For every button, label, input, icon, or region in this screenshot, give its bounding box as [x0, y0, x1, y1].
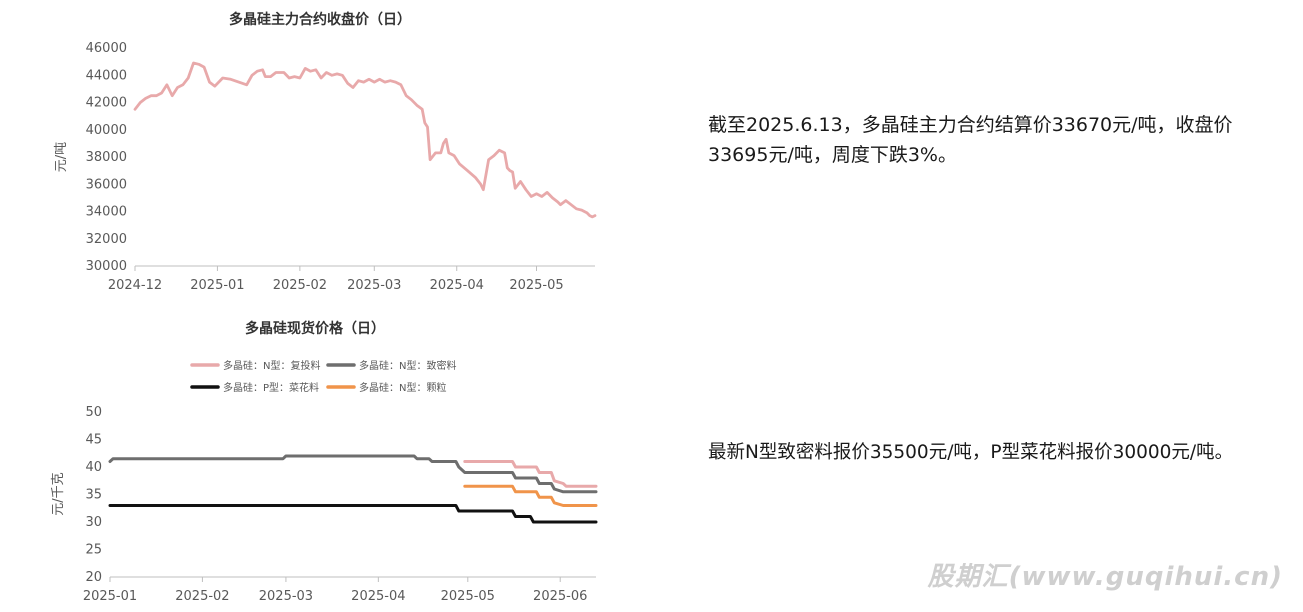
legend-label: 多晶硅：P型：菜花料: [223, 381, 319, 394]
y-tick-label: 34000: [86, 205, 127, 220]
y-tick-label: 36000: [86, 177, 127, 192]
watermark-text: 股期汇(www.guqihui.cn): [927, 562, 1283, 592]
legend-label: 多晶硅：N型：颗粒: [359, 381, 446, 394]
legend-label: 多晶硅：N型：复投料: [223, 359, 320, 372]
y-axis-label: 元/吨: [54, 142, 69, 172]
x-tick-label: 2025-03: [347, 278, 401, 293]
chart-title: 多晶硅主力合约收盘价（日）: [229, 11, 411, 28]
series-line-1: [133, 61, 597, 219]
x-tick-label: 2025-05: [509, 278, 563, 293]
y-tick-label: 38000: [86, 150, 127, 165]
y-tick-label: 44000: [86, 68, 127, 83]
x-tick-label: 2025-05: [441, 589, 495, 604]
series-line-1: [463, 460, 598, 488]
y-tick-label: 30000: [86, 259, 127, 274]
y-tick-label: 40: [85, 460, 102, 475]
legend-label: 多晶硅：N型：致密料: [359, 359, 456, 372]
y-tick-label: 40000: [86, 123, 127, 138]
y-tick-label: 25: [85, 543, 102, 558]
y-tick-label: 46000: [86, 41, 127, 56]
y-axis-label: 元/千克: [51, 472, 66, 515]
spot-chart-svg: 多晶硅现货价格（日） 20 25 30 35 40 45 50 元/千克 2025-01 2025-…: [51, 320, 598, 604]
x-tick-label: 2025-02: [175, 589, 229, 604]
futures-close-price-chart: 多晶硅主力合约收盘价（日） 30000 32000 34000 36000 38000 40…: [40, 0, 610, 300]
y-tick-label: 35: [85, 488, 102, 503]
x-tick-label: 2025-04: [430, 278, 484, 293]
y-tick-label: 42000: [86, 96, 127, 111]
x-tick-label: 2025-06: [533, 589, 587, 604]
series-line-2: [108, 454, 598, 494]
series-line-4: [463, 484, 598, 507]
y-tick-label: 50: [85, 405, 102, 420]
y-tick-label: 45: [85, 433, 102, 448]
x-tick-label: 2025-03: [259, 589, 313, 604]
series-line-3: [108, 504, 598, 524]
chart-title: 多晶硅现货价格（日）: [245, 320, 385, 337]
x-tick-label: 2025-04: [351, 589, 405, 604]
spot-summary-text: 最新N型致密料报价35500元/吨，P型菜花料报价30000元/吨。: [708, 442, 1234, 463]
x-tick-label: 2025-02: [273, 278, 327, 293]
x-tick-label: 2025-01: [190, 278, 244, 293]
y-tick-label: 20: [85, 570, 102, 585]
x-tick-label: 2025-01: [83, 589, 137, 604]
y-tick-label: 30: [85, 515, 102, 530]
spot-price-chart: 多晶硅现货价格（日） 20 25 30 35 40 45 50 元/千克 2025-01 2025-…: [40, 310, 610, 607]
futures-summary-text: 截至2025.6.13，多晶硅主力合约结算价33670元/吨，收盘价33695元…: [708, 114, 1233, 166]
y-tick-label: 32000: [86, 232, 127, 247]
futures-chart-svg: 多晶硅主力合约收盘价（日） 30000 32000 34000 36000 38000 40…: [54, 11, 597, 293]
x-tick-label: 2024-12: [108, 278, 162, 293]
